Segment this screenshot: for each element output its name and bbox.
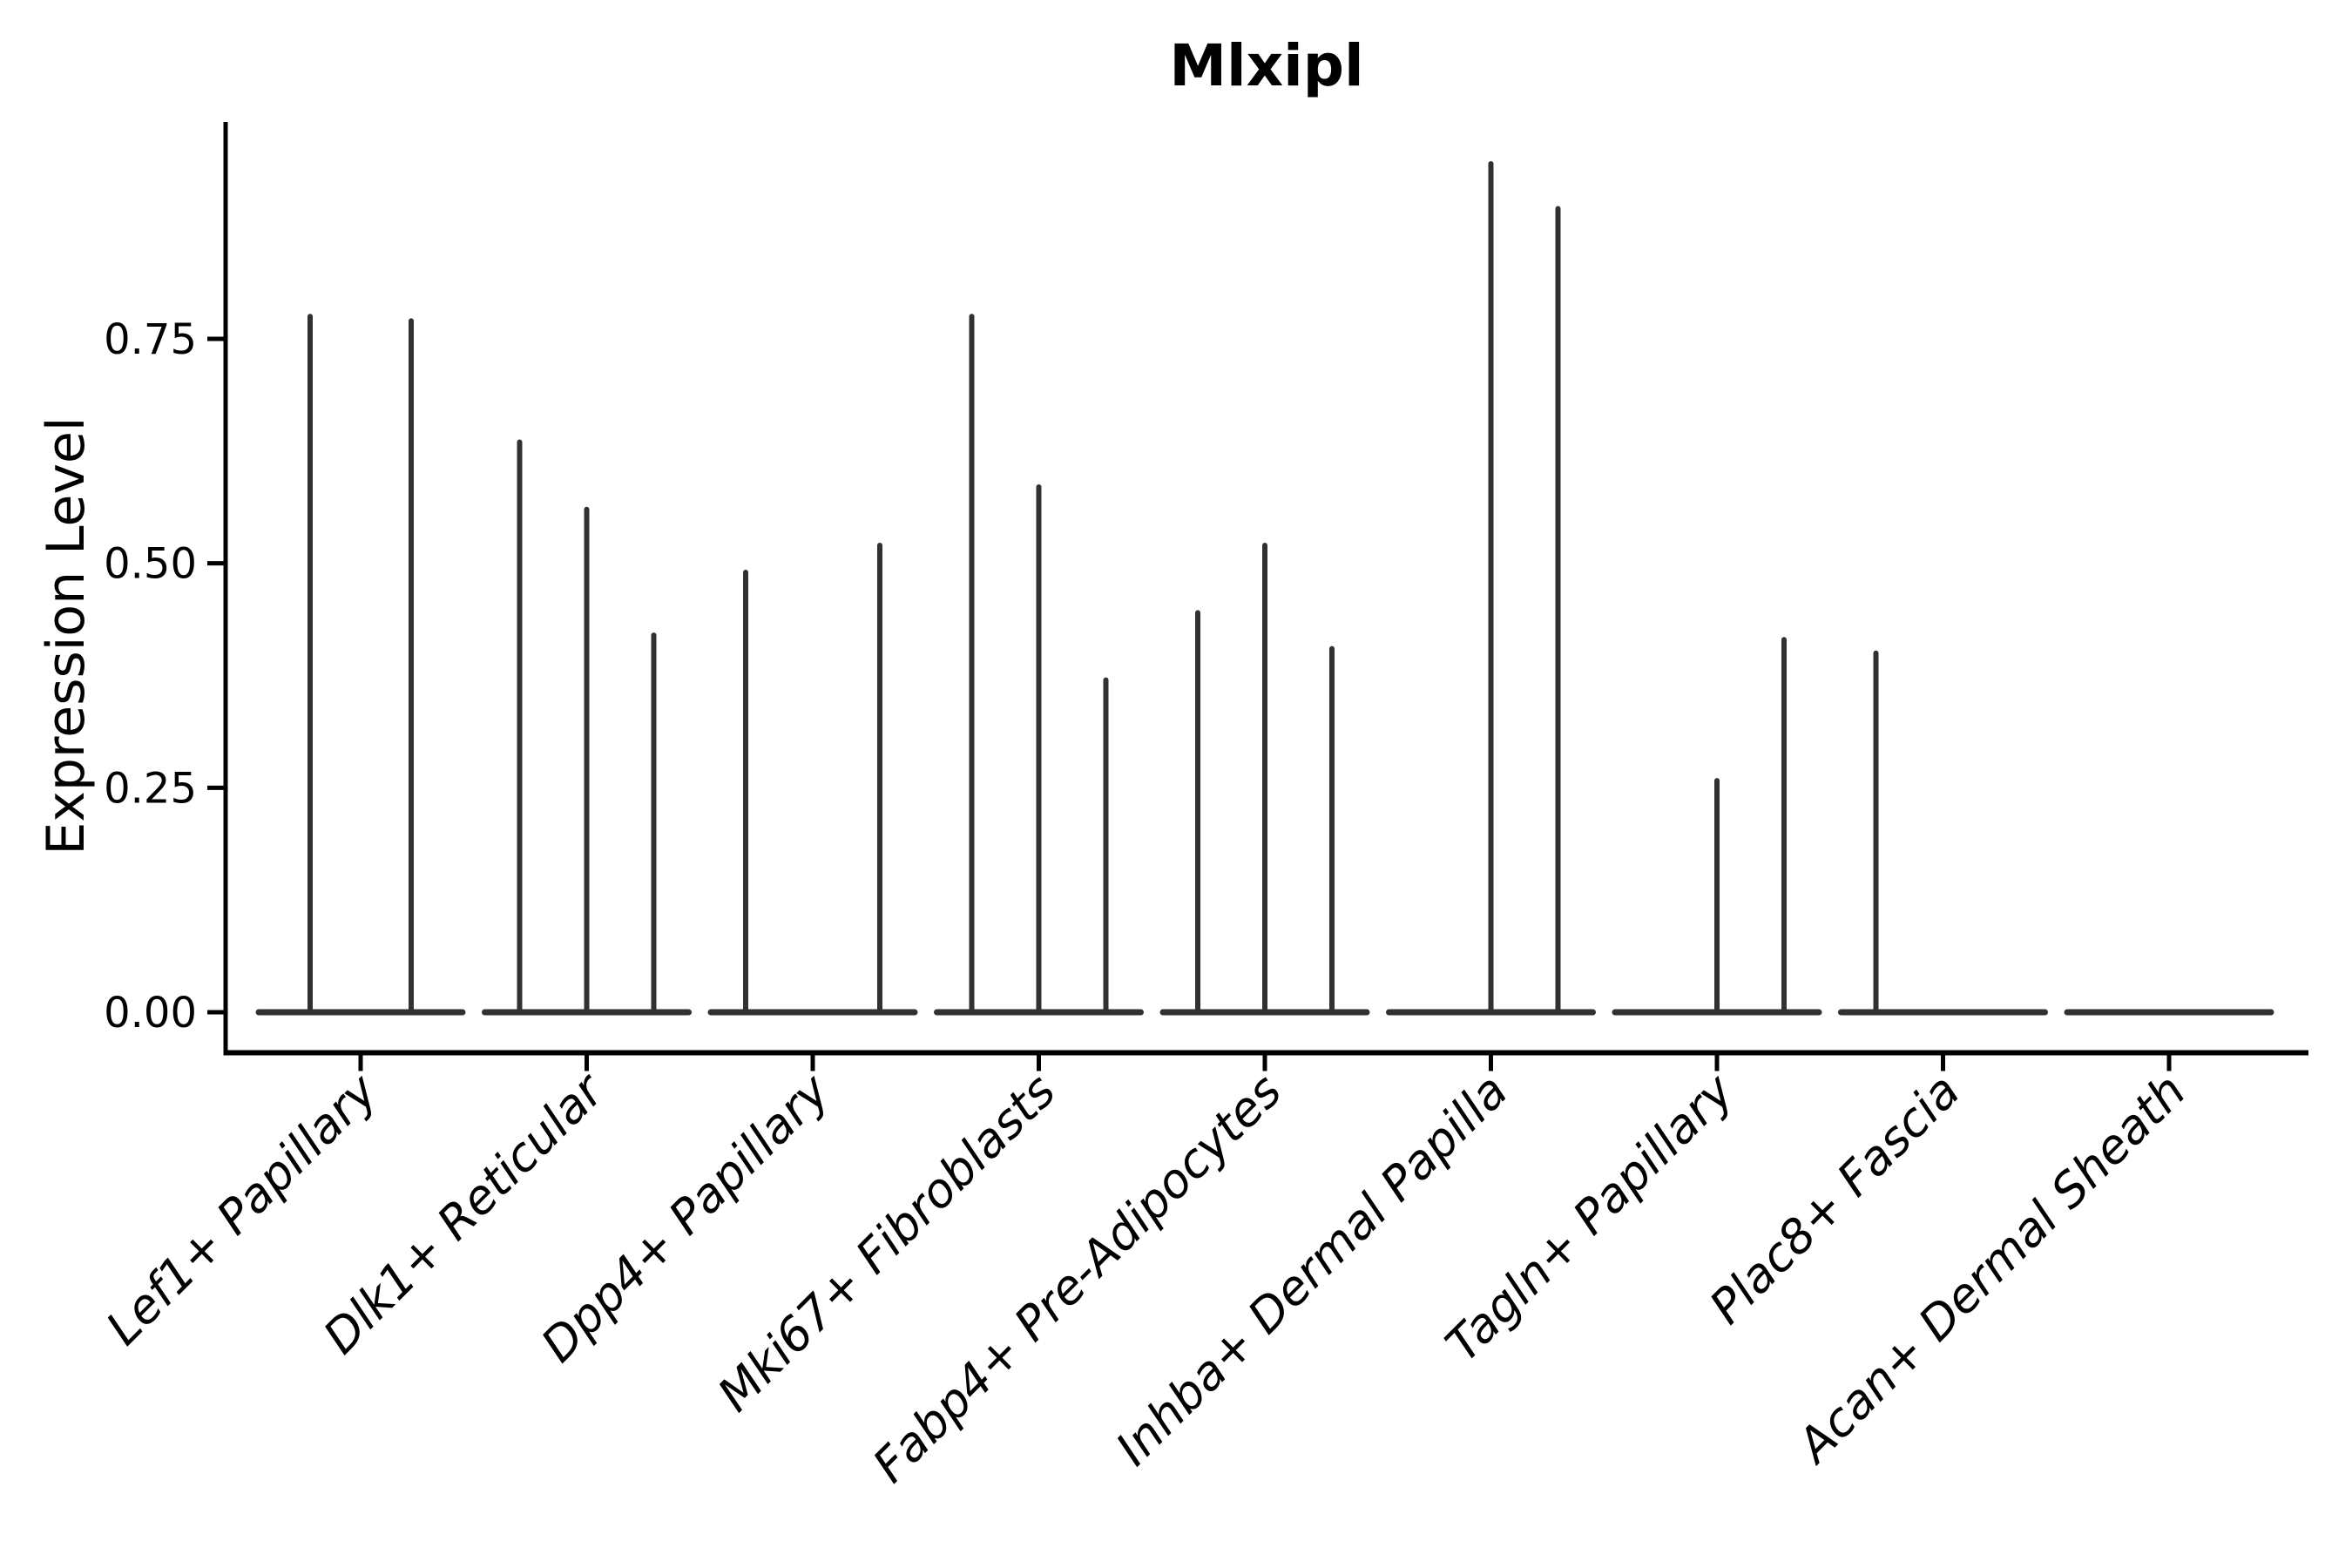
x-tick-label: Fabp4+ Pre-Adipocytes (862, 1064, 1292, 1493)
y-axis-label: Expression Level (36, 416, 97, 855)
y-tick-label: 0.00 (104, 989, 197, 1037)
violin-layer (255, 160, 2274, 1016)
y-tick-label: 0.25 (104, 764, 197, 813)
x-tick-label: Inhba+ Dermal Papilla (1105, 1064, 1518, 1477)
y-tick-label: 0.75 (104, 315, 197, 364)
x-tick-label: Acan+ Dermal Sheath (1785, 1064, 2196, 1475)
chart-title: Mlxipl (1169, 32, 1363, 99)
y-tick-label: 0.50 (104, 540, 197, 589)
